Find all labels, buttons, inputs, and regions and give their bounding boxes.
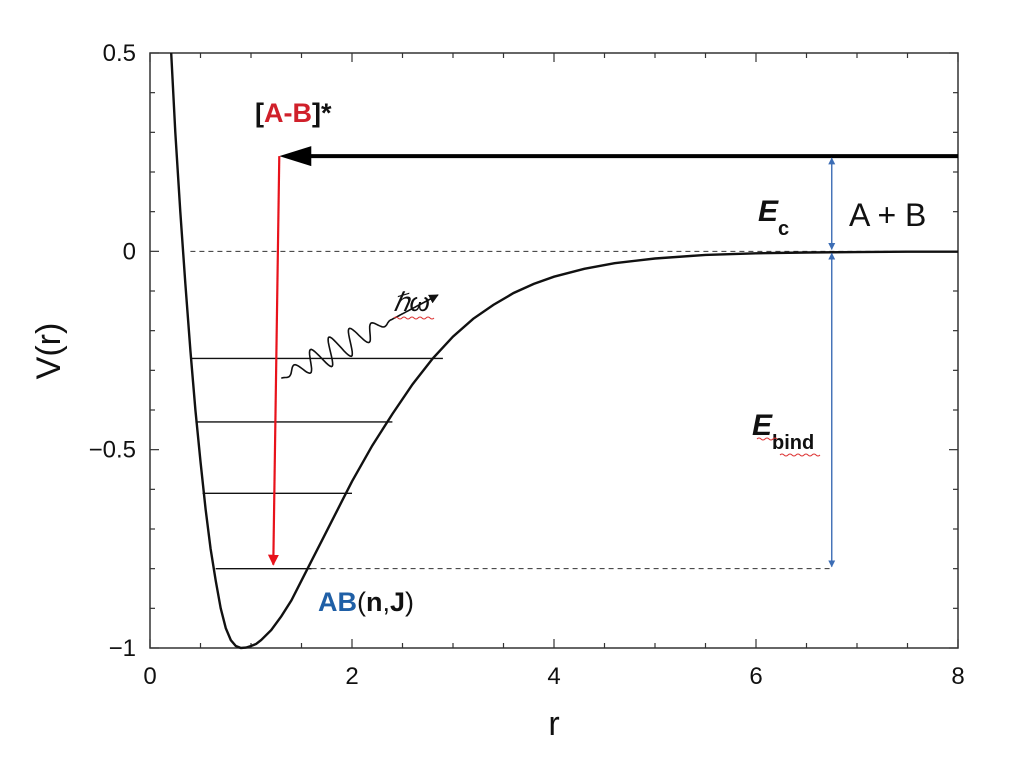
axis-tick-labels: 0 2 4 6 8 0.5 0 −0.5 −1 — [89, 40, 965, 690]
x-tick-label: 2 — [345, 663, 358, 690]
y-tick-label: −0.5 — [89, 437, 136, 464]
product-open-paren: ( — [357, 587, 366, 617]
ebind-symbol: E — [752, 409, 773, 442]
complex-open-bracket: [ — [255, 98, 264, 128]
photon-label: ℏω — [393, 287, 430, 317]
plot-frame — [149, 52, 959, 649]
complex-label: [A-B]* — [255, 98, 332, 128]
ebind-underline — [756, 437, 821, 457]
product-n: n — [366, 587, 383, 617]
product-label: AB(n,J) — [318, 587, 414, 617]
product-close-paren: ) — [405, 587, 414, 617]
x-axis-label: r — [548, 705, 559, 743]
x-tick-label: 4 — [547, 663, 560, 690]
binding-energy-label: Ebind — [752, 409, 814, 454]
complex-species: A-B — [264, 98, 312, 128]
ebind-subscript: bind — [772, 432, 814, 454]
y-tick-label: 0.5 — [103, 40, 136, 67]
x-tick-label: 8 — [951, 663, 964, 690]
x-tick-label: 0 — [143, 663, 156, 690]
complex-close-bracket: ]* — [312, 98, 332, 128]
axis-ticks — [149, 52, 959, 649]
incoming-collision-arrowhead — [279, 146, 312, 167]
x-tick-label: 6 — [749, 663, 762, 690]
vibrational-levels — [190, 357, 832, 570]
product-comma: , — [383, 587, 391, 617]
ec-subscript: c — [778, 218, 789, 240]
asymptote-label: A + B — [849, 197, 926, 233]
product-species: AB — [318, 587, 357, 617]
ec-symbol: E — [758, 195, 779, 228]
radiative-transition-arrow — [267, 156, 281, 566]
y-axis-label: V(r) — [30, 323, 68, 380]
collision-energy-label: Ec — [758, 195, 789, 240]
y-tick-label: −1 — [109, 635, 136, 662]
y-tick-label: 0 — [123, 238, 136, 265]
photon-label-underline — [393, 316, 435, 320]
product-j: J — [390, 587, 405, 617]
potential-curve — [170, 52, 958, 650]
